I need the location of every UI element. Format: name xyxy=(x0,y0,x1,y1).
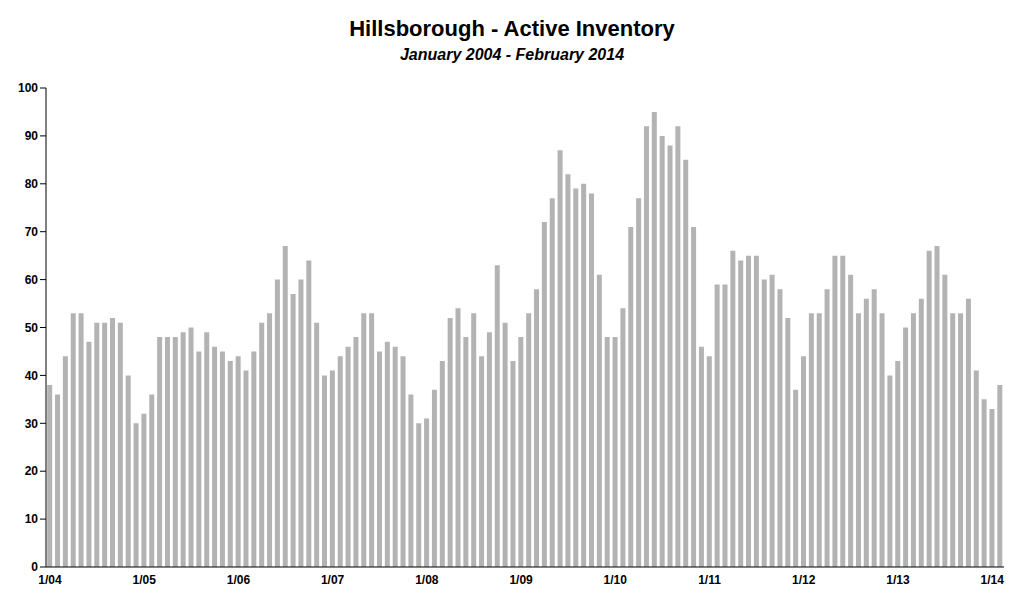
svg-text:70: 70 xyxy=(25,225,39,239)
svg-text:1/12: 1/12 xyxy=(792,573,816,587)
svg-text:1/10: 1/10 xyxy=(604,573,628,587)
html-text:Hillsborough - Active Inventor: Hillsborough - Active Inventory xyxy=(349,16,675,41)
svg-text:20: 20 xyxy=(25,464,39,478)
svg-text:1/14: 1/14 xyxy=(981,573,1005,587)
svg-text:1/09: 1/09 xyxy=(509,573,533,587)
svg-text:1/06: 1/06 xyxy=(227,573,251,587)
svg-text:90: 90 xyxy=(25,129,39,143)
svg-text:1/11: 1/11 xyxy=(698,573,721,587)
svg-text:30: 30 xyxy=(25,417,39,431)
svg-text:60: 60 xyxy=(25,273,39,287)
svg-text:0: 0 xyxy=(31,560,38,574)
html-text:January 2004 - February 2014: January 2004 - February 2014 xyxy=(399,46,625,63)
svg-text:100: 100 xyxy=(18,81,38,95)
svg-text:80: 80 xyxy=(25,177,39,191)
svg-text:1/04: 1/04 xyxy=(38,573,62,587)
svg-text:1/05: 1/05 xyxy=(132,573,156,587)
svg-text:40: 40 xyxy=(25,369,39,383)
svg-text:1/13: 1/13 xyxy=(886,573,910,587)
svg-text:50: 50 xyxy=(25,321,39,335)
svg-text:1/07: 1/07 xyxy=(321,573,345,587)
svg-text:10: 10 xyxy=(25,512,39,526)
svg-text:1/08: 1/08 xyxy=(415,573,439,587)
